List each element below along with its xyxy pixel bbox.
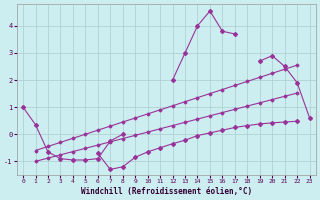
X-axis label: Windchill (Refroidissement éolien,°C): Windchill (Refroidissement éolien,°C) xyxy=(81,187,252,196)
